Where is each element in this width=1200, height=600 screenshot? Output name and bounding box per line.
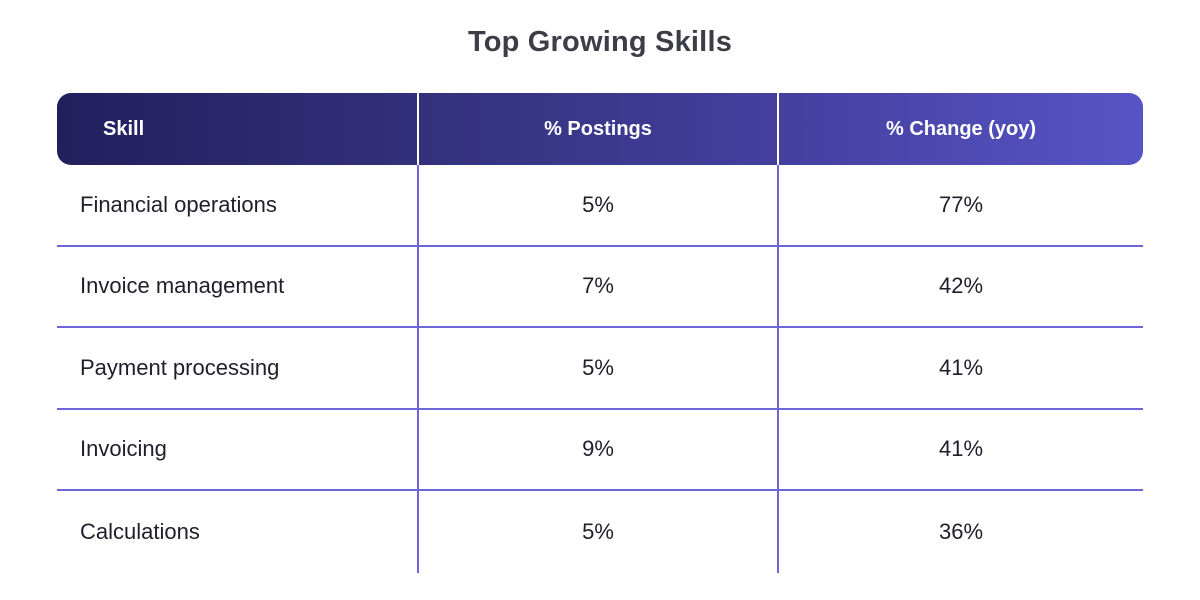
table-row: Payment processing 5% 41% (57, 328, 1143, 410)
table-row: Invoicing 9% 41% (57, 409, 1143, 491)
change-cell: 41% (938, 354, 984, 380)
skill-cell: Invoice management (57, 246, 419, 326)
postings-cell: 5% (419, 491, 779, 573)
postings-cell: 5% (419, 165, 779, 245)
change-cell: 42% (938, 273, 984, 299)
skill-cell: Calculations (57, 491, 419, 573)
skill-cell: Invoicing (57, 409, 419, 489)
change-cell: 77% (938, 191, 984, 217)
header-change: % Change (yoy) (885, 117, 1037, 140)
table-header: Skill % Postings % Change (yoy) (57, 93, 1143, 165)
change-cell: 41% (938, 436, 984, 462)
postings-cell: 7% (419, 246, 779, 326)
chart-title: Top Growing Skills (467, 26, 733, 58)
table-row: Calculations 5% 36% (57, 491, 1143, 573)
skill-cell: Payment processing (57, 328, 419, 408)
table-row: Financial operations 5% 77% (57, 165, 1143, 247)
change-cell: 36% (938, 518, 984, 544)
table-row: Invoice management 7% 42% (57, 246, 1143, 328)
skill-cell: Financial operations (57, 165, 419, 245)
header-postings: % Postings (419, 93, 779, 165)
header-skill: Skill (57, 93, 419, 165)
postings-cell: 9% (419, 409, 779, 489)
skills-table: Skill % Postings % Change (yoy) Financia… (57, 93, 1143, 573)
postings-cell: 5% (419, 328, 779, 408)
